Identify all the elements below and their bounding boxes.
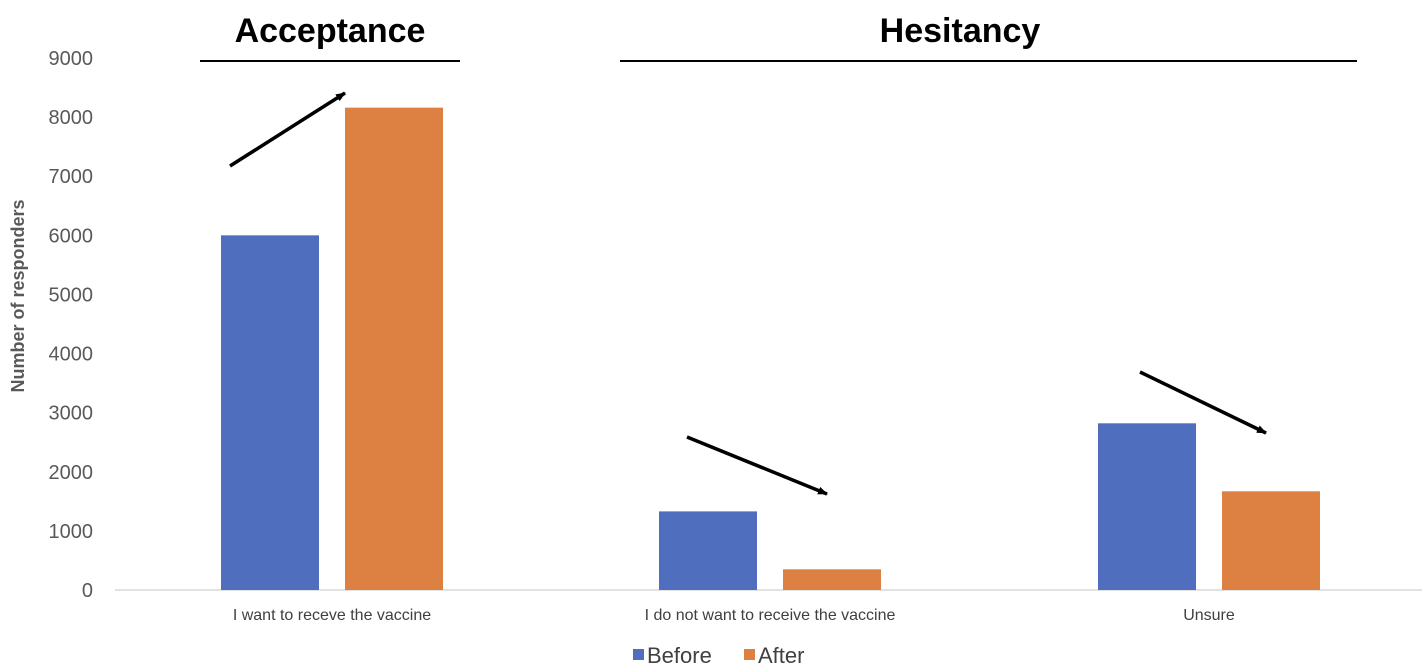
y-tick-label: 5000 (49, 284, 94, 306)
y-tick-label: 8000 (49, 107, 94, 129)
y-axis-ticks: 0 1000 2000 3000 4000 5000 6000 7000 8000 9000 (49, 48, 94, 602)
bar-after (783, 569, 881, 590)
y-tick-label: 3000 (49, 403, 94, 425)
y-tick-label: 0 (82, 580, 93, 602)
y-tick-label: 9000 (49, 48, 94, 70)
bar-before (221, 235, 319, 591)
category-label-unsure: Unsure (1183, 607, 1235, 624)
group-title-hesitancy: Hesitancy (880, 12, 1041, 50)
y-tick-label: 6000 (49, 225, 94, 247)
y-tick-label: 2000 (49, 462, 94, 484)
legend-swatch-before (633, 649, 644, 660)
y-tick-label: 4000 (49, 344, 94, 366)
category-label-want: I want to receve the vaccine (233, 607, 431, 624)
category-label-do-not-want: I do not want to receive the vaccine (645, 607, 896, 624)
bar-after (1222, 491, 1320, 590)
legend: Before After (633, 643, 804, 667)
trend-arrow-down (1139, 370, 1267, 435)
bar-before (1098, 423, 1196, 590)
legend-label-before: Before (647, 643, 712, 667)
bar-before (659, 511, 757, 590)
bars-group (221, 107, 1320, 591)
y-tick-label: 1000 (49, 521, 94, 543)
trend-arrow-down (686, 435, 828, 496)
y-axis-label: Number of responders (8, 199, 28, 392)
y-tick-label: 7000 (49, 166, 94, 188)
group-title-acceptance: Acceptance (235, 12, 426, 50)
legend-swatch-after (744, 649, 755, 660)
trend-arrow-up (229, 91, 346, 168)
bar-after (345, 107, 443, 591)
legend-label-after: After (758, 643, 804, 667)
